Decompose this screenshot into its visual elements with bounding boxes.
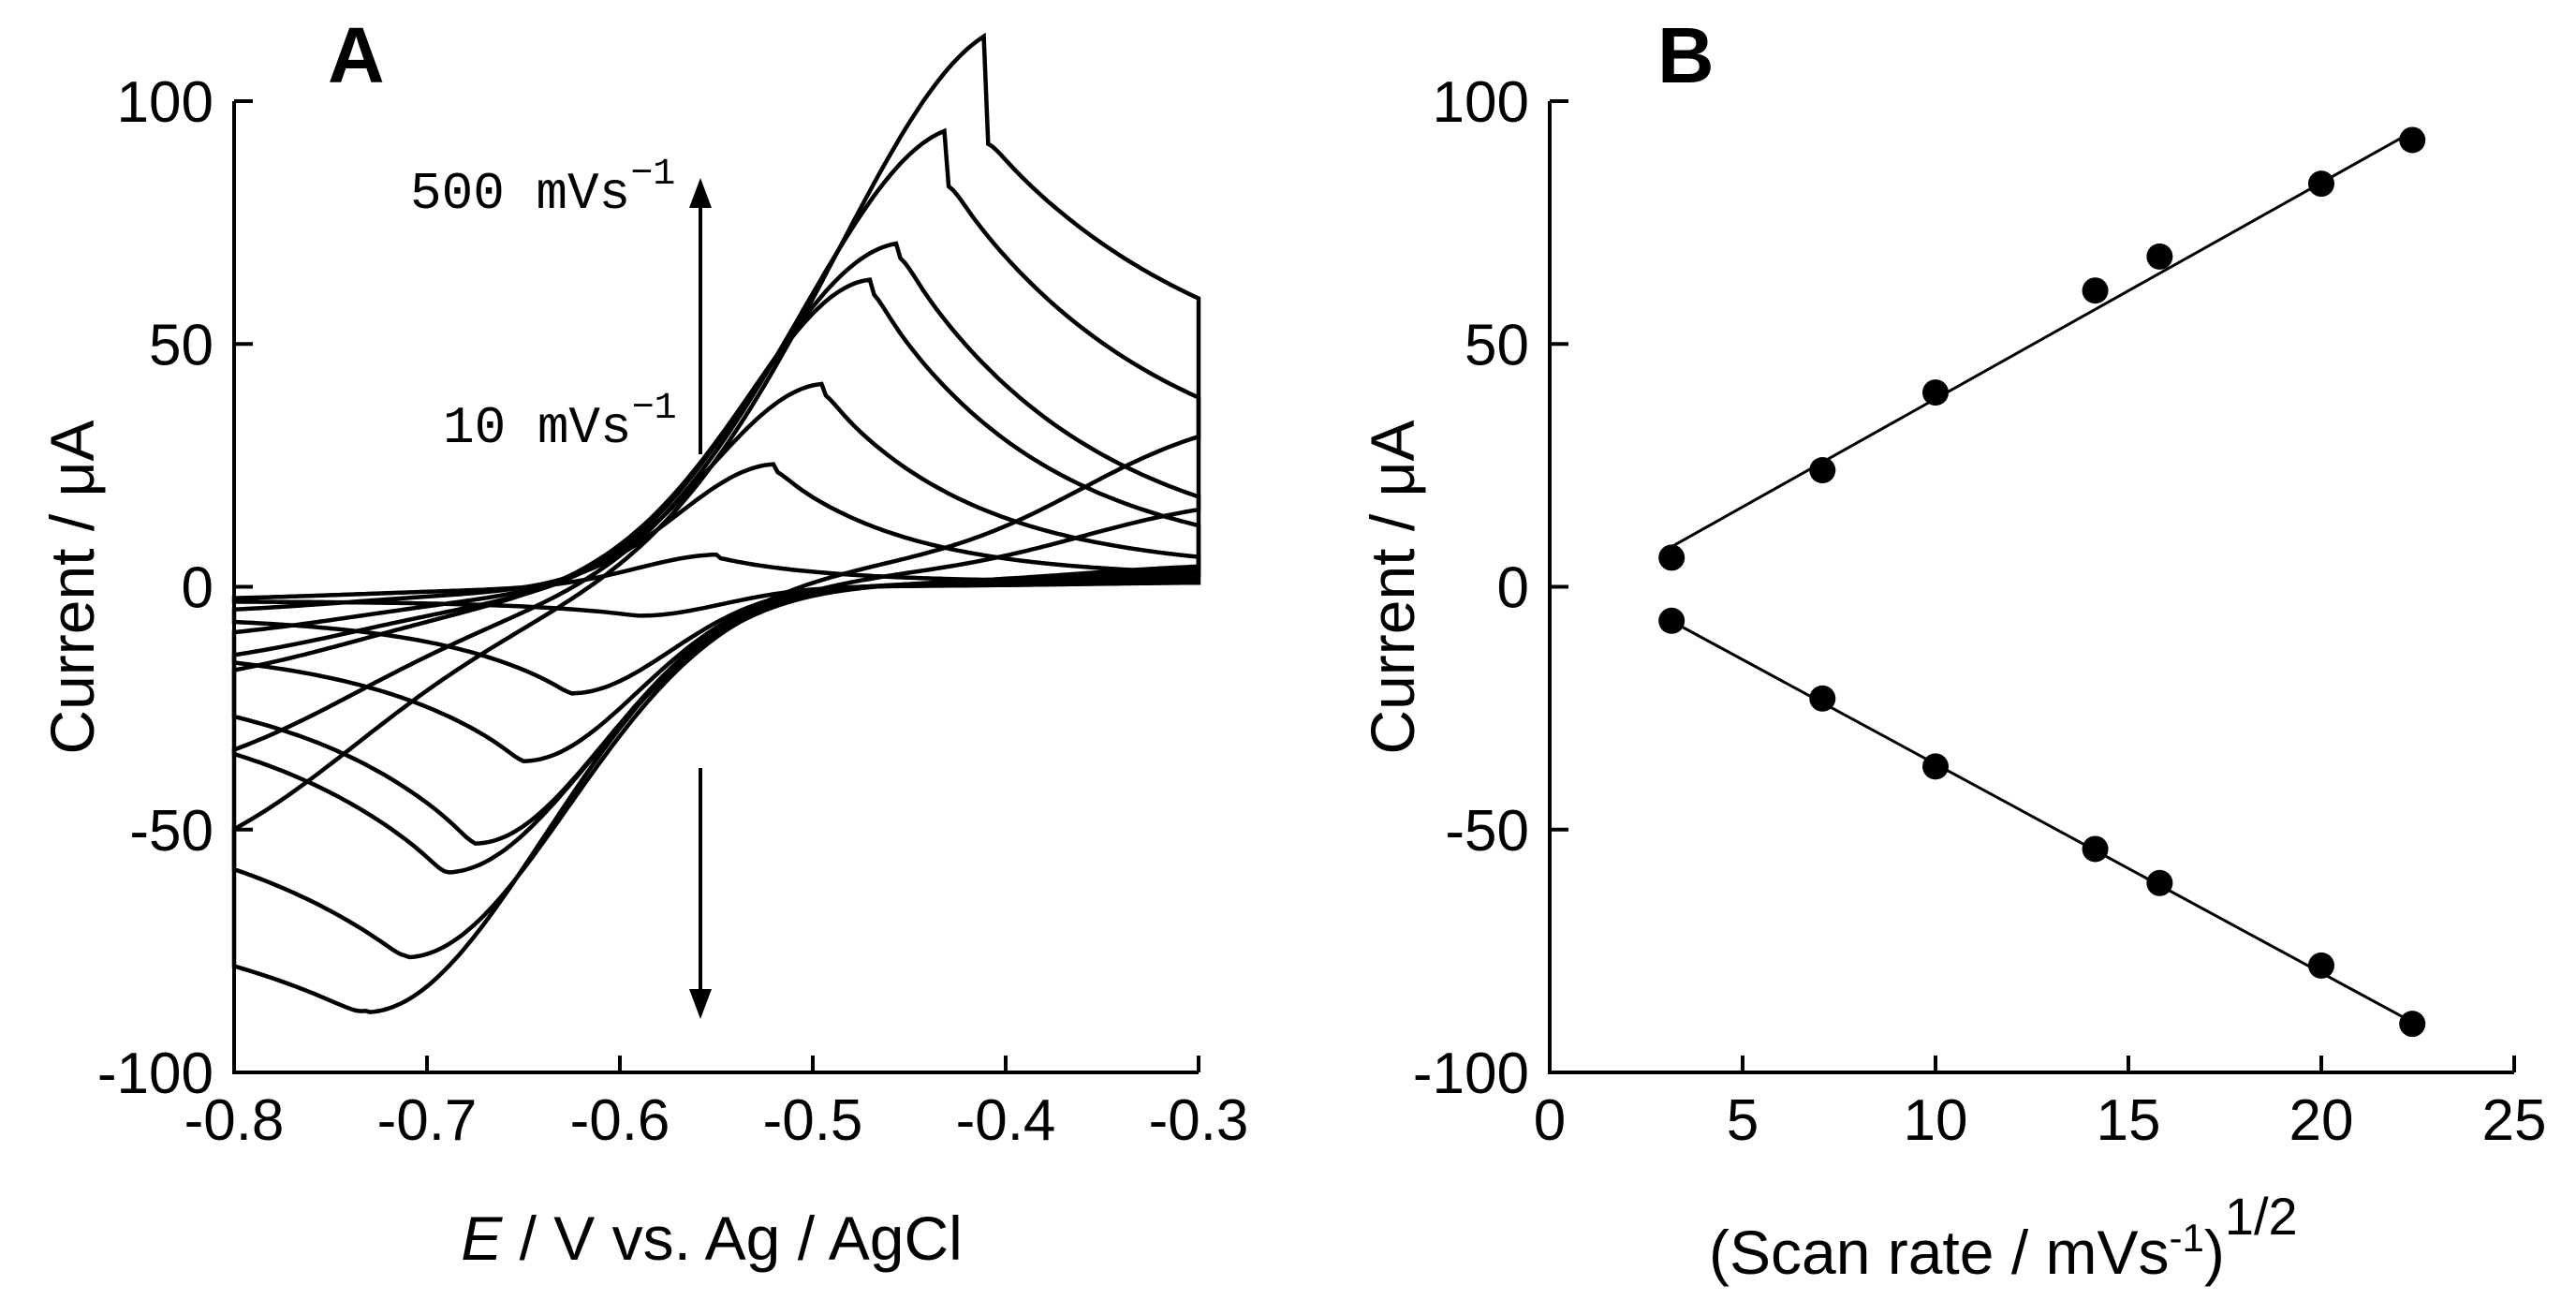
panel-b-chart: B -100 -50 0 50 100 0 5 10 15 20 25 (Scan rate / … bbox=[1358, 11, 2546, 1287]
data-point-anodic bbox=[1809, 457, 1836, 484]
x-tick-label: 10 bbox=[1904, 1088, 1968, 1153]
cv-curve-500-mvs-1 bbox=[231, 32, 1201, 1014]
data-point-cathodic bbox=[1658, 607, 1685, 634]
panel-a-x-label: E / V vs. Ag / AgCl bbox=[461, 1204, 963, 1273]
data-point-cathodic bbox=[2146, 869, 2173, 896]
cv-curves bbox=[231, 32, 1201, 1014]
x-tick-label: -0.5 bbox=[763, 1088, 863, 1153]
annotation-10-text: 10 mVs bbox=[443, 398, 632, 458]
y-tick-label: -100 bbox=[97, 1041, 213, 1106]
panel-b-x-ticks: 0 5 10 15 20 25 bbox=[1534, 1056, 2547, 1153]
panel-b-axes bbox=[1548, 101, 2514, 1074]
fit-line-anodic bbox=[1671, 130, 2413, 548]
data-point-anodic bbox=[1922, 379, 1949, 406]
panel-a-chart: A -100 -50 0 50 100 -0.8 -0.7 -0.6 -0.5 -0.4 -0.3… bbox=[37, 11, 1248, 1273]
fit-lines bbox=[1671, 130, 2413, 1024]
panel-a-x-ticks: -0.8 -0.7 -0.6 -0.5 -0.4 -0.3 bbox=[184, 1056, 1249, 1153]
x-tick-label: 20 bbox=[2289, 1088, 2354, 1153]
data-point-cathodic bbox=[2308, 952, 2334, 979]
y-tick-label: -50 bbox=[1445, 799, 1529, 864]
panel-b-x-label: (Scan rate / mVs-1)1/2 bbox=[1709, 1187, 2298, 1287]
x-tick-label: -0.8 bbox=[184, 1088, 285, 1153]
cv-curve-400-mvs-1 bbox=[231, 127, 1201, 960]
panel-b-y-label: Current / μA bbox=[1358, 420, 1427, 754]
x-tick-label: -0.4 bbox=[956, 1088, 1056, 1153]
annotation-10-sup: −1 bbox=[632, 388, 677, 430]
y-tick-label: 0 bbox=[1497, 556, 1529, 621]
panel-b-x-label-close: ) bbox=[2204, 1218, 2225, 1287]
panel-b-y-ticks: -100 -50 0 50 100 bbox=[1413, 70, 1568, 1106]
y-tick-label: 100 bbox=[1433, 70, 1529, 135]
annotation-500-text: 500 mVs bbox=[410, 164, 630, 224]
data-point-cathodic bbox=[2082, 835, 2109, 863]
data-point-anodic bbox=[1658, 544, 1685, 571]
y-tick-label: 50 bbox=[149, 313, 213, 377]
annotation-500-sup: −1 bbox=[630, 154, 675, 196]
x-tick-label: 25 bbox=[2482, 1088, 2547, 1153]
panel-b-label: B bbox=[1657, 11, 1715, 99]
data-point-cathodic bbox=[1809, 685, 1836, 712]
fit-line-cathodic bbox=[1671, 619, 2413, 1024]
x-tick-label: -0.7 bbox=[377, 1088, 478, 1153]
cv-curve-250-mvs-1 bbox=[231, 241, 1201, 875]
panel-a-y-ticks: -100 -50 0 50 100 bbox=[97, 70, 253, 1106]
arrow-down-head bbox=[689, 989, 712, 1019]
y-tick-label: -100 bbox=[1413, 1041, 1529, 1106]
panel-a-x-label-rest: / V vs. Ag / AgCl bbox=[502, 1204, 963, 1273]
data-point-cathodic bbox=[1922, 753, 1949, 780]
scan-rate-arrows bbox=[689, 178, 712, 1019]
data-point-anodic bbox=[2308, 170, 2334, 198]
panel-b-x-label-main: (Scan rate / mVs bbox=[1709, 1218, 2170, 1287]
panel-a-y-label: Current / μA bbox=[37, 420, 107, 754]
arrow-up-head bbox=[689, 178, 712, 208]
panel-a-label: A bbox=[328, 11, 385, 99]
data-point-anodic bbox=[2399, 126, 2426, 154]
x-tick-label: 5 bbox=[1727, 1088, 1759, 1153]
panel-a-axes bbox=[232, 101, 1199, 1074]
y-tick-label: 0 bbox=[182, 556, 213, 621]
panel-b-x-label-sup: -1 bbox=[2170, 1216, 2204, 1260]
data-point-anodic bbox=[2146, 243, 2173, 270]
annotation-10-label: 10 mVs−1 bbox=[443, 388, 677, 458]
panel-b-x-label-power: 1/2 bbox=[2225, 1187, 2298, 1246]
data-point-anodic bbox=[2082, 277, 2109, 304]
data-point-cathodic bbox=[2399, 1011, 2426, 1038]
cv-curve-200-mvs-1 bbox=[231, 277, 1201, 846]
annotation-500-label: 500 mVs−1 bbox=[410, 154, 675, 224]
x-tick-label: -0.3 bbox=[1149, 1088, 1249, 1153]
y-tick-label: -50 bbox=[129, 799, 213, 864]
data-points bbox=[1658, 126, 2426, 1038]
panel-a-x-label-italic: E bbox=[461, 1204, 503, 1273]
y-tick-label: 50 bbox=[1465, 313, 1529, 377]
y-tick-label: 100 bbox=[117, 70, 213, 135]
x-tick-label: 0 bbox=[1534, 1088, 1566, 1153]
x-tick-label: -0.6 bbox=[570, 1088, 670, 1153]
x-tick-label: 15 bbox=[2097, 1088, 2161, 1153]
